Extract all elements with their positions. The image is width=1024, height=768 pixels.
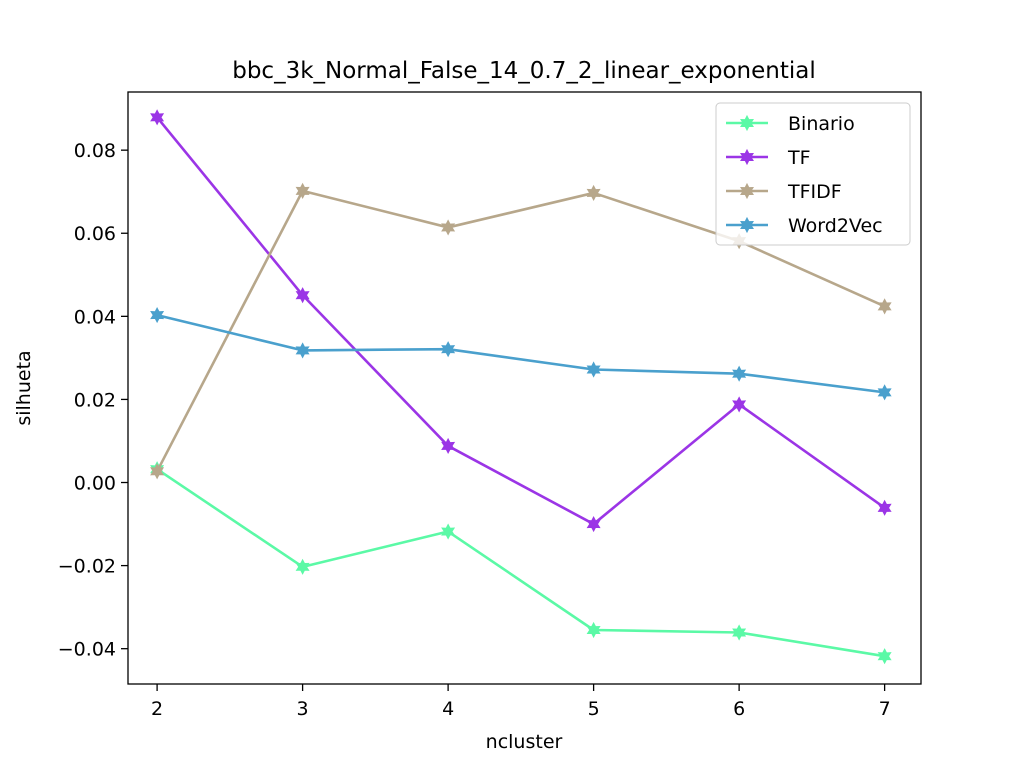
x-axis-label: ncluster — [486, 731, 563, 753]
x-axis: 2 3 4 5 6 7 — [151, 684, 891, 720]
legend-marker-tfidf — [740, 182, 754, 200]
legend-marker-binario — [740, 114, 754, 132]
series-binario — [150, 461, 892, 665]
legend-marker-tf — [740, 148, 754, 166]
series-line-tf — [156, 116, 886, 526]
data-point-tfidf — [586, 184, 601, 202]
y-tick-label: 0.02 — [74, 389, 116, 411]
y-tick-label: 0.04 — [74, 306, 116, 328]
data-point-word2vec — [732, 365, 747, 382]
data-point-binario — [586, 621, 601, 639]
data-point-binario — [441, 523, 456, 540]
data-point-binario — [295, 558, 310, 575]
y-tick-label: 0.00 — [74, 473, 116, 495]
data-point-word2vec — [295, 342, 310, 359]
plot-area-frame — [127, 91, 922, 685]
data-point-word2vec — [150, 307, 165, 324]
x-tick-label: 3 — [297, 698, 309, 720]
y-tick-label: −0.04 — [58, 639, 116, 661]
series-line-word2vec — [156, 313, 885, 394]
legend-label-tfidf: TFIDF — [787, 181, 842, 203]
data-point-tf — [732, 396, 747, 413]
data-point-tfidf — [441, 219, 456, 236]
chart-title: bbc_3k_Normal_False_14_0.7_2_linear_expo… — [232, 58, 816, 84]
series-line-tfidf — [155, 189, 886, 472]
data-point-word2vec — [877, 384, 892, 401]
legend-marker-word2vec — [740, 216, 754, 234]
legend-label-tf: TF — [787, 147, 811, 169]
data-point-tf — [295, 287, 310, 304]
data-point-tf — [586, 515, 601, 533]
data-point-tfidf — [877, 298, 892, 315]
legend-label-word2vec: Word2Vec — [788, 215, 883, 237]
data-point-word2vec — [441, 341, 456, 358]
data-point-binario — [732, 624, 747, 641]
x-tick-label: 7 — [879, 698, 891, 720]
x-tick-label: 2 — [151, 698, 163, 720]
x-tick-label: 6 — [733, 698, 745, 720]
data-point-word2vec — [586, 361, 601, 378]
data-point-tfidf — [150, 463, 165, 480]
data-point-tf — [441, 437, 456, 455]
x-tick-label: 5 — [588, 698, 600, 720]
series-tf — [150, 109, 892, 533]
data-point-tf — [150, 109, 165, 126]
data-point-tfidf — [295, 182, 310, 199]
x-tick-label: 4 — [442, 698, 454, 720]
series-line-binario — [156, 468, 885, 658]
data-point-binario — [877, 648, 892, 665]
legend-box — [715, 102, 911, 246]
y-tick-label: 0.08 — [74, 140, 116, 162]
series-word2vec — [150, 307, 892, 401]
series-lines — [150, 109, 892, 665]
y-tick-label: −0.02 — [58, 556, 116, 578]
data-point-tf — [877, 499, 892, 516]
y-tick-label: 0.06 — [74, 223, 116, 245]
y-axis: −0.04 −0.02 0.00 0.02 0.04 0.06 0.08 — [58, 140, 128, 661]
legend-label-binario: Binario — [788, 113, 855, 135]
legend: Binario TF TFIDF Word2Vec — [715, 102, 911, 246]
y-axis-label: silhueta — [13, 350, 35, 425]
